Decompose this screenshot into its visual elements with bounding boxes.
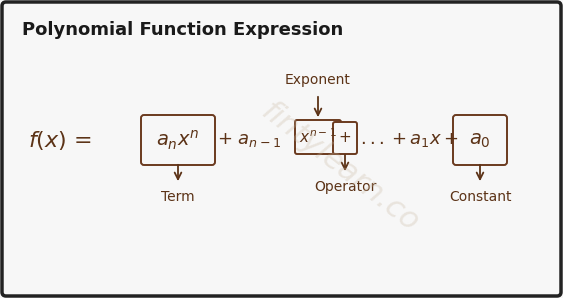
FancyBboxPatch shape (2, 2, 561, 296)
Text: Term: Term (161, 190, 195, 204)
Text: $+\ a_{n-1}$: $+\ a_{n-1}$ (217, 131, 282, 149)
Text: Polynomial Function Expression: Polynomial Function Expression (22, 21, 343, 39)
Text: $... + a_1 x +$: $... + a_1 x +$ (360, 131, 459, 149)
FancyBboxPatch shape (141, 115, 215, 165)
Text: $\it{f(x)}$ =: $\it{f(x)}$ = (28, 128, 94, 151)
Text: $+$: $+$ (338, 131, 351, 145)
FancyBboxPatch shape (333, 122, 357, 154)
Text: Constant: Constant (449, 190, 511, 204)
Text: $a_n x^n$: $a_n x^n$ (157, 128, 200, 152)
Text: $x^{n-1}$: $x^{n-1}$ (299, 128, 337, 146)
Text: Operator: Operator (314, 180, 376, 194)
Text: fintylearn.co: fintylearn.co (256, 97, 425, 238)
FancyBboxPatch shape (295, 120, 341, 154)
Text: $a_0$: $a_0$ (469, 131, 491, 150)
FancyBboxPatch shape (453, 115, 507, 165)
Text: Exponent: Exponent (285, 73, 351, 87)
